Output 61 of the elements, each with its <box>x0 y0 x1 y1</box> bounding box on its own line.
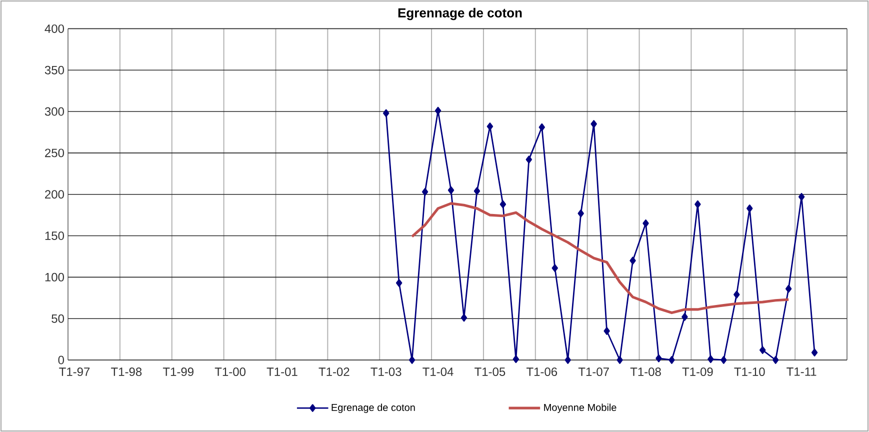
point <box>734 290 740 298</box>
y-tick-label: 100 <box>45 272 64 282</box>
point <box>772 356 779 364</box>
x-tick-label: T1-02 <box>318 368 350 376</box>
y-tick-label: 200 <box>45 190 64 199</box>
point <box>578 210 584 218</box>
point <box>422 188 428 196</box>
point <box>708 355 714 364</box>
x-tick-label: T1-11 <box>786 368 816 376</box>
y-tick-label: 250 <box>45 148 64 158</box>
point <box>382 109 390 118</box>
point <box>720 356 727 364</box>
y-tick-label: 0 <box>58 356 64 364</box>
point <box>460 314 468 322</box>
y-tick-label: 150 <box>45 232 64 240</box>
point <box>538 123 545 132</box>
point <box>604 327 610 335</box>
y-tick-label: 350 <box>44 66 64 74</box>
point <box>682 313 688 321</box>
point <box>668 356 675 364</box>
point <box>630 256 636 265</box>
point <box>552 264 558 272</box>
point <box>811 348 818 356</box>
x-tick-label: T1-06 <box>526 368 558 376</box>
point <box>474 187 480 195</box>
y-tick-label: 300 <box>44 107 64 116</box>
point <box>590 120 597 128</box>
point <box>746 204 753 212</box>
point <box>408 356 416 364</box>
x-tick-label: T1-98 <box>111 368 142 376</box>
point <box>798 192 805 201</box>
x-tick-label: T1-09 <box>682 368 713 376</box>
point <box>694 200 701 208</box>
point <box>396 279 402 287</box>
point <box>616 356 623 364</box>
y-tick-label: 50 <box>52 314 64 323</box>
point <box>512 355 520 364</box>
point <box>785 284 792 293</box>
point <box>526 156 532 164</box>
legend-label: Egrenage de coton <box>332 404 415 413</box>
x-tick-label: T1-03 <box>370 368 402 376</box>
x-tick-label: T1-10 <box>734 368 765 376</box>
chart-title: Egrennage de coton <box>398 8 522 20</box>
x-tick-label: T1-04 <box>422 368 454 376</box>
point <box>486 122 494 130</box>
x-tick-label: T1-08 <box>630 368 661 376</box>
y-tick-label: 400 <box>44 24 64 33</box>
point <box>656 354 662 362</box>
x-tick-label: T1-05 <box>474 368 506 376</box>
x-tick-label: T1-97 <box>59 368 90 376</box>
x-tick-label: T1-00 <box>214 368 246 376</box>
legend-label: Moyenne Mobile <box>544 404 616 413</box>
point <box>434 106 442 115</box>
x-tick-label: T1-07 <box>578 368 609 376</box>
point <box>642 219 649 228</box>
x-tick-label: T1-99 <box>162 368 194 376</box>
x-tick-label: T1-01 <box>266 368 298 376</box>
point <box>564 356 571 364</box>
point <box>500 200 506 208</box>
point <box>448 186 454 194</box>
point <box>760 346 766 354</box>
